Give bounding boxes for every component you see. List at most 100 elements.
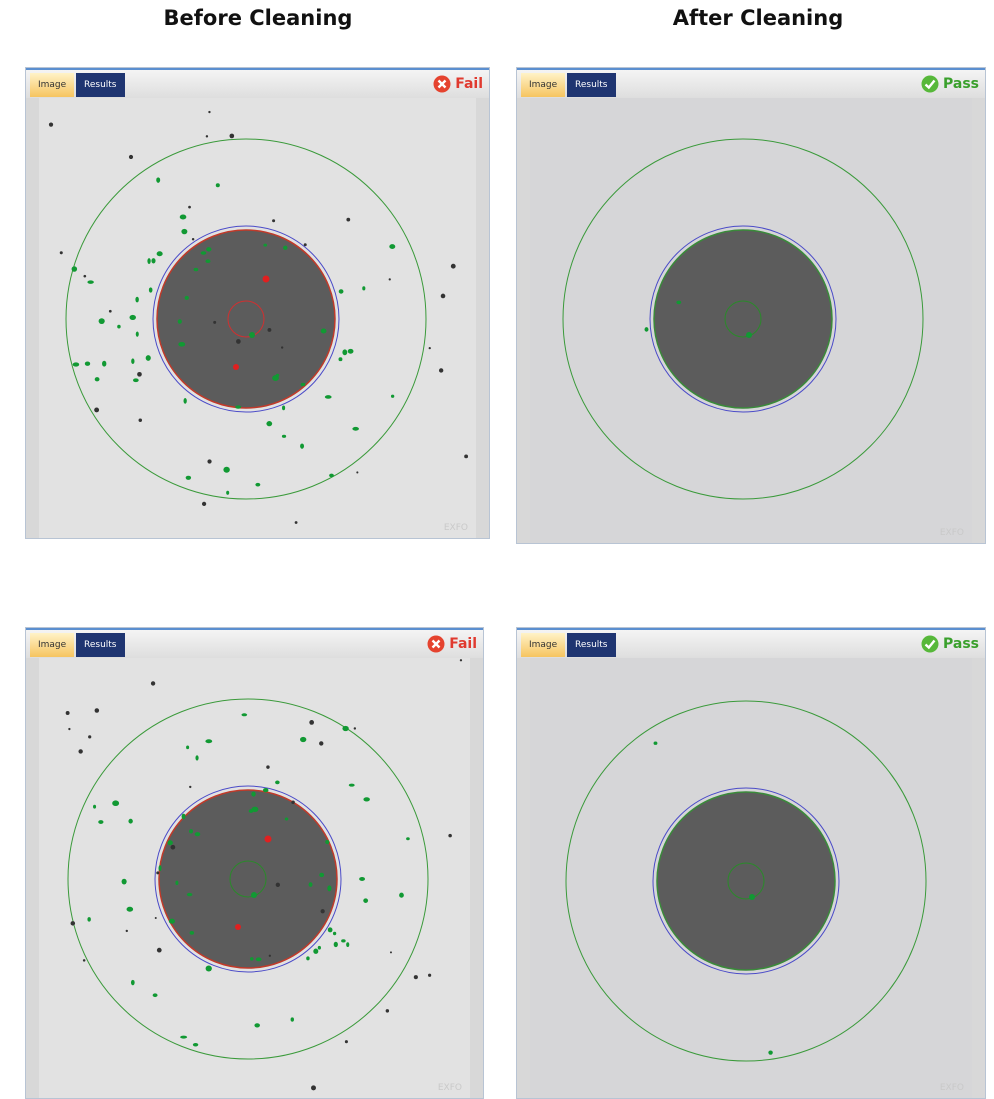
defect	[266, 421, 272, 426]
tab-image[interactable]: Image	[30, 73, 74, 97]
dust	[276, 883, 280, 887]
dust	[206, 135, 208, 137]
tab-results[interactable]: Results	[567, 73, 616, 97]
defect	[291, 1017, 294, 1021]
defect	[185, 296, 189, 300]
defect	[342, 726, 348, 731]
tab-results[interactable]: Results	[76, 73, 125, 97]
status-text: Fail	[449, 636, 477, 652]
defect	[169, 919, 175, 924]
dust	[60, 251, 63, 254]
defect	[205, 739, 212, 743]
defect	[195, 755, 198, 760]
defect	[334, 942, 338, 947]
defect	[182, 814, 186, 820]
dust	[71, 921, 76, 926]
defect	[157, 251, 163, 256]
dust	[386, 1009, 389, 1012]
defect	[93, 805, 96, 809]
defect	[251, 892, 257, 898]
defect	[329, 474, 334, 478]
defect	[319, 873, 324, 877]
dust	[428, 974, 431, 977]
defect	[187, 893, 192, 896]
defect	[342, 349, 347, 355]
defect	[175, 881, 178, 885]
watermark: EXFO	[940, 528, 964, 538]
defect	[276, 374, 279, 377]
defect	[206, 247, 211, 251]
defect	[250, 957, 254, 961]
defect	[341, 939, 346, 942]
defect	[301, 383, 306, 386]
defect	[318, 946, 321, 950]
defect	[135, 297, 138, 303]
icon-circle	[922, 636, 939, 653]
defect	[256, 957, 262, 961]
dust	[451, 264, 456, 269]
dust	[139, 419, 142, 422]
defect	[205, 259, 210, 263]
defect	[300, 737, 306, 742]
defect	[99, 318, 105, 324]
dust	[83, 275, 86, 278]
watermark: EXFO	[444, 523, 468, 533]
dust	[439, 368, 443, 372]
status-icon	[921, 635, 939, 653]
defect	[190, 931, 194, 935]
status: Fail	[433, 74, 483, 94]
core	[657, 792, 835, 970]
dust	[68, 728, 70, 730]
defect	[333, 932, 336, 935]
tab-image[interactable]: Image	[521, 73, 565, 97]
defect	[282, 435, 286, 438]
defect	[153, 993, 158, 997]
defect	[195, 832, 201, 836]
tab-image[interactable]: Image	[521, 633, 565, 657]
dust	[319, 741, 323, 745]
defect	[193, 1043, 198, 1046]
defect	[749, 894, 755, 900]
defect	[241, 713, 247, 716]
column-header: Before Cleaning	[108, 6, 408, 30]
page: Before Cleaning After Cleaning ImageResu…	[0, 0, 994, 1088]
defect	[285, 818, 289, 821]
defect	[306, 956, 309, 960]
defect	[327, 885, 331, 891]
inspection-panel: ImageResultsPassEXFO	[516, 627, 986, 1099]
defect	[147, 258, 150, 264]
dust	[281, 346, 283, 348]
defect-red	[233, 364, 239, 370]
defect	[349, 784, 355, 787]
dust	[441, 294, 446, 299]
dust	[266, 765, 269, 768]
defect	[389, 244, 395, 249]
defect	[223, 467, 229, 473]
defect	[149, 287, 153, 292]
defect	[129, 315, 136, 320]
defect	[321, 328, 327, 333]
defect	[399, 893, 404, 898]
defect	[189, 829, 193, 833]
dust	[460, 659, 462, 661]
icon-circle	[922, 76, 939, 93]
defect	[252, 807, 259, 812]
defect	[206, 966, 212, 972]
status-icon	[427, 635, 445, 653]
tab-image[interactable]: Image	[30, 633, 74, 657]
dust	[309, 720, 314, 725]
inspection-panel: ImageResultsFailEXFO	[25, 627, 484, 1099]
tab-results[interactable]: Results	[567, 633, 616, 657]
defect	[146, 355, 151, 361]
fiber-image: EXFO	[530, 658, 972, 1098]
dust	[213, 321, 216, 324]
defect	[180, 1036, 187, 1039]
tab-results[interactable]: Results	[76, 633, 125, 657]
core	[654, 230, 832, 408]
defect	[85, 362, 90, 366]
defect	[186, 476, 191, 480]
dust	[272, 219, 275, 222]
status: Fail	[427, 634, 477, 654]
